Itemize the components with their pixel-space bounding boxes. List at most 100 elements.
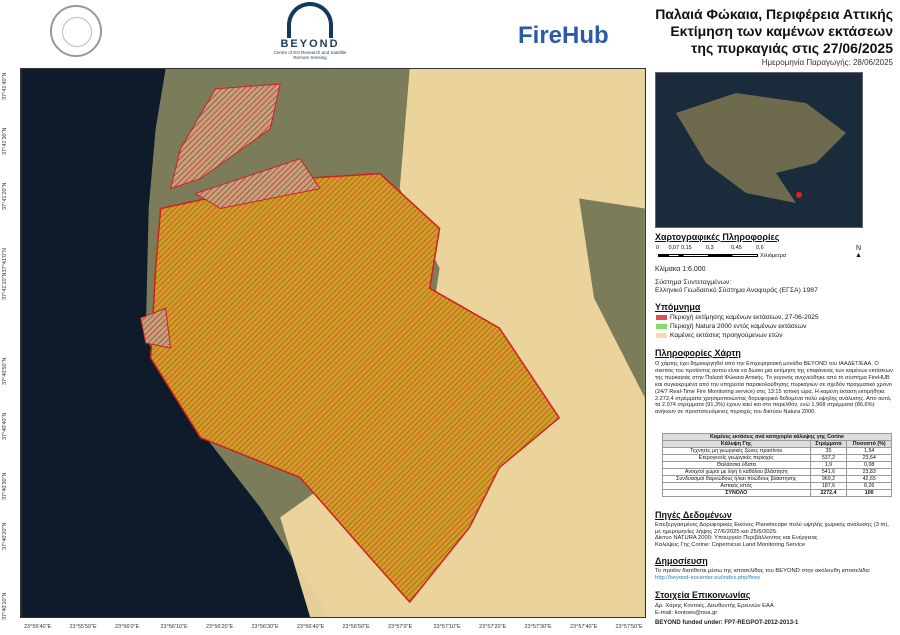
contact-heading: Στοιχεία Επικοινωνίας	[655, 590, 751, 600]
scale-tick: 0,6	[756, 245, 764, 251]
beyond-subtitle: Centre of EO Research and Satellite Remo…	[273, 50, 347, 60]
latitude-label: 37°40'40"N	[2, 412, 8, 440]
table-cell: 2272,4	[809, 489, 848, 497]
longitude-label: 23°55'50"E	[69, 624, 97, 630]
publication-heading: Δημοσίευση	[655, 556, 708, 566]
col-header: Στρέμματα	[809, 440, 848, 448]
table-cell: ΣΥΝΟΛΟ	[662, 489, 811, 497]
table-row: Συνδυασμοί θαμνώδους ή/και ποώδους βλάστ…	[662, 475, 892, 483]
scale-tick: 0,15	[681, 245, 692, 251]
noa-seal-logo	[50, 5, 102, 57]
longitude-label: 23°57'0"E	[388, 624, 413, 630]
table-total-row: ΣΥΝΟΛΟ 2272,4 100	[662, 489, 892, 497]
inset-land	[676, 93, 846, 203]
longitude-label: 23°56'20"E	[206, 624, 234, 630]
table-cell: 100	[846, 489, 892, 497]
latitude-label: 37°41'20"N	[2, 182, 8, 210]
longitude-label: 23°57'10"E	[433, 624, 461, 630]
table-cell: 537,2	[809, 454, 848, 462]
burn-estimate-area	[149, 172, 561, 604]
legend-label: Καμένες εκτάσεις προηγούμενων ετών	[670, 332, 783, 339]
legend-swatch	[656, 315, 667, 320]
carto-heading: Χαρτογραφικές Πληροφορίες	[655, 232, 780, 242]
scale-tick: 0	[656, 245, 660, 251]
source-line: Επεξεργασμένες Δορυφορικές Εικόνες Plane…	[655, 522, 889, 535]
publication-link[interactable]: http://beyond-eocenter.eu/index.php/fire…	[655, 575, 761, 581]
legend-swatch	[656, 324, 667, 329]
table-row: Ανοιχτοί χώροι με λίγη ή καθόλου βλάστησ…	[662, 468, 892, 476]
table-cell: 23,64	[846, 454, 892, 462]
latitude-label: 37°40'50"N	[2, 357, 8, 385]
table-cell: Θαλάσσια ύδατα	[662, 461, 811, 469]
legend: Περιοχή εκτίμησης καμένων εκτάσεων, 27-0…	[656, 314, 819, 341]
table-cell: 0,08	[846, 461, 892, 469]
location-inset-map	[655, 72, 863, 228]
contact-email: E-mail: kontoes@noa.gr	[655, 610, 718, 616]
table-cell: 969,2	[809, 475, 848, 483]
table-cell: Αστικός ιστός	[662, 482, 811, 490]
crs-value: Ελληνικό Γεωδαιτικό Σύστημα Αναφοράς (ΕΓ…	[655, 287, 818, 294]
table-cell: 187,6	[809, 482, 848, 490]
col-header: Ποσοστό (%)	[846, 440, 892, 448]
publication-text: Το προϊόν διατίθεται μέσω της ιστοσελίδα…	[655, 568, 871, 574]
longitude-label: 23°57'40"E	[570, 624, 598, 630]
longitude-label: 23°57'30"E	[524, 624, 552, 630]
table-cell: Τεχνητές μη γεωργικές ζώνες πρασίνου	[662, 447, 811, 455]
sea	[21, 69, 331, 617]
north-label: N	[855, 245, 861, 252]
longitude-label: 23°56'50"E	[342, 624, 370, 630]
table-row: Ετερογενείς γεωργικές περιοχές 537,2 23,64	[662, 454, 892, 462]
sources-heading: Πηγές Δεδομένων	[655, 510, 732, 520]
scale-tick: 0,3	[706, 245, 714, 251]
corine-table: Καμένες εκτάσεις ανά κατηγορία κάλυψης γ…	[662, 433, 892, 497]
map-scale: Κλίμακα 1:6.000	[655, 266, 706, 273]
table-cell: 42,65	[846, 475, 892, 483]
scale-bar: 0 0,07 0,15 0,3 0,45 0,6 Χιλιόμετρα	[656, 245, 786, 267]
scale-tick: 0,07	[668, 245, 680, 251]
funding-note: BEYOND funded under: FP7-REGPOT-2012-201…	[655, 620, 799, 626]
table-cell: 1,54	[846, 447, 892, 455]
table-title: Καμένες εκτάσεις ανά κατηγορία κάλυψης γ…	[662, 433, 892, 441]
legend-swatch	[656, 333, 667, 338]
longitude-label: 23°57'20"E	[479, 624, 507, 630]
source-line: Δίκτυο NATURA 2000: Υπουργείο Περιβάλλον…	[655, 535, 818, 542]
longitude-label: 23°56'40"E	[297, 624, 325, 630]
longitude-label: 23°55'40"E	[24, 624, 52, 630]
legend-item: Περιοχή Natura 2000 εντός καμένων εκτάσε…	[656, 323, 819, 330]
contact-name: Δρ. Χάρης Κοντοές, Διευθυντής Ερευνών ΕΑ…	[655, 603, 774, 609]
latitude-label: 37°40'20"N	[2, 522, 8, 550]
burn-estimate-north	[140, 83, 321, 349]
north-arrow-icon: N ▲	[855, 245, 862, 259]
burned-area-map[interactable]	[20, 68, 646, 618]
source-line: Καλύψεις Γης Corine: Copernicus Land Mon…	[655, 541, 806, 548]
info-heading: Πληροφορίες Χάρτη	[655, 348, 741, 358]
latitude-label: 37°40'30"N	[2, 472, 8, 500]
legend-heading: Υπόμνημα	[655, 302, 701, 312]
table-cell: Ετερογενείς γεωργικές περιοχές	[662, 454, 811, 462]
table-cell: 541,6	[809, 468, 848, 476]
table-cell: 35	[809, 447, 848, 455]
firehub-logo: FireHub	[518, 22, 609, 49]
legend-item: Περιοχή εκτίμησης καμένων εκτάσεων, 27-0…	[656, 314, 819, 321]
table-cell: Συνδυασμοί θαμνώδους ή/και ποώδους βλάστ…	[662, 475, 811, 483]
table-cell: 8,26	[846, 482, 892, 490]
legend-label: Περιοχή Natura 2000 εντός καμένων εκτάσε…	[670, 323, 807, 330]
beyond-logo: BEYOND Centre of EO Research and Satelli…	[270, 2, 350, 60]
map-title: Παλαιά Φώκαια, Περιφέρεια Αττικής Εκτίμη…	[655, 6, 893, 56]
table-cell: 23,83	[846, 468, 892, 476]
latitude-label: 37°41'40"N	[2, 72, 8, 100]
latitude-label: 37°40'10"N	[2, 592, 8, 620]
table-row: Τεχνητές μη γεωργικές ζώνες πρασίνου 35 1,…	[662, 447, 892, 455]
table-cell: 1,9	[809, 461, 848, 469]
scale-unit: Χιλιόμετρα	[760, 253, 787, 259]
latitude-label: 37°41'10"N37°41'0"N	[2, 248, 8, 300]
longitude-label: 23°56'10"E	[160, 624, 188, 630]
scale-tick: 0,45	[731, 245, 742, 251]
info-text: Ο χάρτης έχει δημιουργηθεί από την Επιχε…	[655, 361, 893, 416]
table-cell: Ανοιχτοί χώροι με λίγη ή καθόλου βλάστησ…	[662, 468, 811, 476]
longitude-label: 23°57'50"E	[615, 624, 643, 630]
production-date: Ημερομηνία Παραγωγής: 28/06/2025	[761, 58, 893, 67]
beyond-arc-icon	[287, 2, 333, 38]
beyond-name: BEYOND	[280, 38, 340, 50]
crs-label: Σύστημα Συντεταγμένων:	[655, 279, 732, 286]
